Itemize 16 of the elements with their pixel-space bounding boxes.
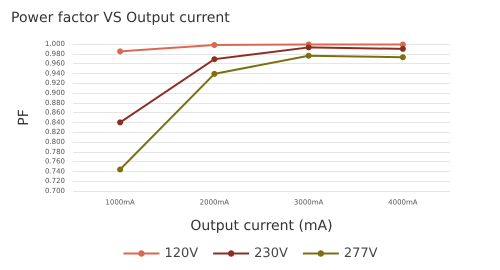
point (400, 46, 406, 52)
legend-label: 230V (254, 246, 288, 261)
point (211, 56, 218, 62)
point (211, 42, 218, 48)
point (306, 44, 312, 50)
legend-label: 120V (164, 246, 198, 261)
legend-label: 277V (344, 246, 378, 261)
point (306, 52, 312, 59)
point (117, 166, 124, 172)
point (400, 54, 406, 60)
point (211, 70, 218, 77)
chart-title: Power factor VS Output current (11, 10, 230, 26)
point (117, 48, 124, 54)
x-axis-title: Output current (mA) (190, 218, 333, 234)
y-axis-title: PF (16, 109, 32, 126)
point (117, 119, 124, 126)
